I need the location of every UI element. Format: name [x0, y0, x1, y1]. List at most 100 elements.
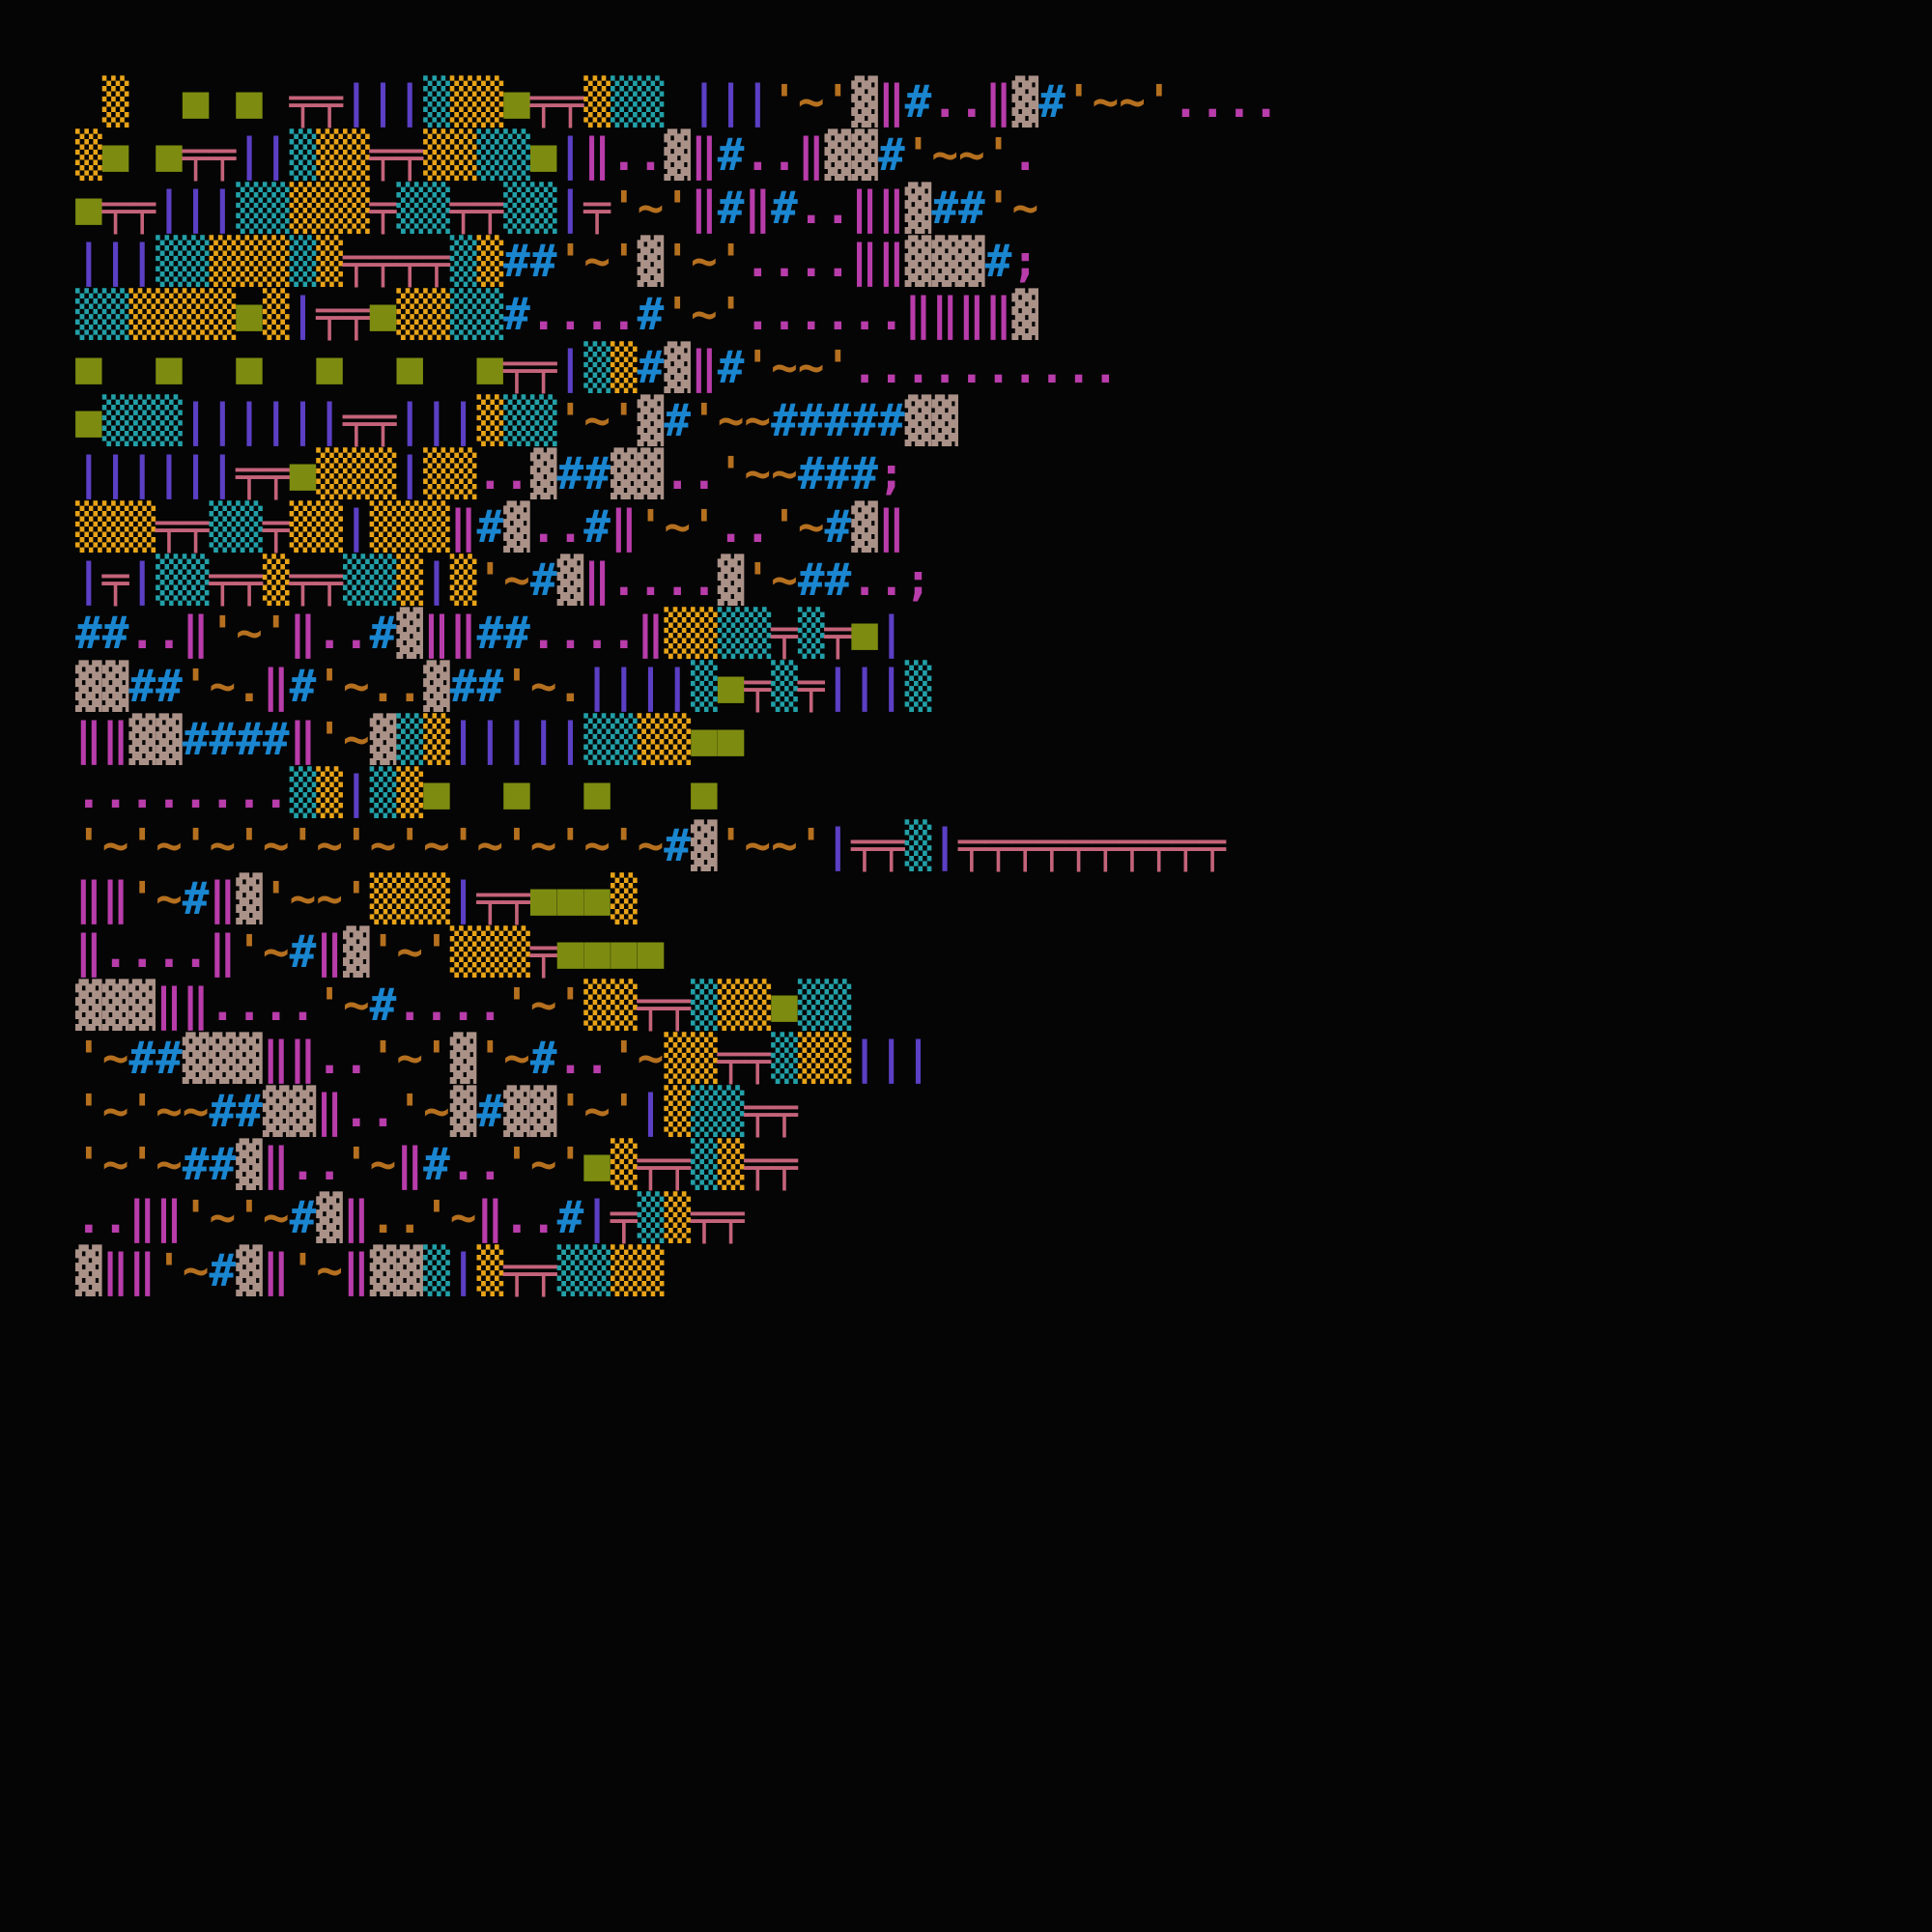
glyph-run-magenta: ....	[529, 288, 638, 340]
glyph-run-magenta: ‖	[75, 713, 102, 765]
glyph-run-brown: '~'~'~'~'~'~'~'~'~'~'~	[75, 819, 665, 871]
glyph-run-tan: ▓	[529, 1085, 557, 1137]
glyph-run-rose: ╤╤	[182, 128, 237, 181]
glyph-run-orange: ▒	[369, 872, 397, 924]
glyph-run-rose: ╤	[262, 500, 290, 553]
glyph-run-teal: ▒▒	[476, 128, 530, 181]
glyph-run-olive: ■	[529, 128, 557, 181]
glyph-run-blue: #	[209, 1244, 237, 1296]
glyph-run-tan: ▓	[449, 1085, 477, 1137]
glyph-run-magenta: ‖	[797, 128, 825, 181]
glyph-run-orange: ▒	[449, 554, 477, 606]
glyph-run-tan: ▓	[717, 554, 745, 606]
glyph-run-orange: ▒▒▒	[316, 447, 397, 499]
glyph-run-blue: #	[637, 288, 665, 340]
glyph-run-tan: ▓	[851, 500, 878, 553]
glyph-run-magenta: ..	[529, 500, 584, 553]
glyph-run-blue: #	[984, 235, 1012, 287]
glyph-run-purple: |	[637, 1085, 665, 1137]
glyph-run-blue: #	[529, 554, 557, 606]
glyph-run-purple: |	[824, 819, 852, 871]
glyph-run-brown: '~..	[316, 660, 424, 712]
glyph-run-brown: '~	[342, 1138, 397, 1190]
glyph-run-purple: ||||||	[182, 394, 343, 446]
glyph-run-tan: ▓	[236, 872, 263, 924]
glyph-run-tan: ▓▓▓	[182, 1032, 263, 1084]
glyph-run-brown: '~'	[503, 979, 584, 1031]
glyph-run-olive: ■	[75, 394, 102, 446]
glyph-run-teal: ▒▒	[717, 607, 772, 659]
glyph-run-blue: ##	[503, 235, 557, 287]
glyph-run-orange: ▒▒	[396, 872, 450, 924]
glyph-run-magenta: ‖	[262, 1138, 290, 1190]
ascii-art-row: ‖....‖'~#‖▓'~'▒▒▒╤■■■■	[75, 925, 1843, 979]
glyph-run-orange: ▒▒▒	[449, 925, 530, 978]
ascii-art-row: '~'~~##▓▓‖..'~▓#▓▓'~'|▒▒▒╤╤	[75, 1085, 1843, 1138]
glyph-run-blue: #	[529, 1032, 557, 1084]
ascii-art-row: '~'~'~'~'~'~'~'~'~'~'~#▓'~~'|╤╤▒|╤╤╤╤╤╤╤…	[75, 819, 1843, 872]
glyph-run-magenta: ....	[744, 235, 852, 287]
glyph-run-teal: ▒	[449, 235, 477, 287]
glyph-run-magenta: ‖	[423, 607, 450, 659]
glyph-run-rose: ╤	[610, 1191, 638, 1243]
glyph-run-purple: |	[449, 872, 477, 924]
glyph-run-magenta: ‖	[156, 979, 183, 1031]
glyph-run-rose: ╤	[583, 182, 611, 234]
glyph-run-rose: ╤╤	[156, 500, 210, 553]
glyph-run-tan: ▓	[316, 1191, 343, 1243]
glyph-run-magenta: ‖	[449, 500, 477, 553]
glyph-run-orange: ▒▒	[611, 1244, 665, 1296]
glyph-run-purple: |	[75, 554, 102, 606]
glyph-run-rose: ╤╤	[1011, 819, 1065, 871]
glyph-run-magenta: ‖	[449, 607, 477, 659]
glyph-run-rose: ╤╤	[717, 1032, 772, 1084]
glyph-run-olive: ■	[236, 288, 263, 340]
glyph-run-magenta: ‖	[851, 182, 878, 234]
glyph-run-tan: ▓	[1011, 75, 1039, 128]
glyph-run-olive: ■ ■	[182, 75, 263, 128]
glyph-run-brown: '~'	[637, 500, 718, 553]
glyph-run-olive: ■	[529, 872, 557, 924]
glyph-run-magenta: ‖	[691, 341, 718, 393]
glyph-run-orange: ▒	[664, 1191, 692, 1243]
glyph-run-tan: ▓▓	[904, 394, 959, 446]
glyph-run-blue: #	[289, 925, 317, 978]
glyph-run-brown: '~'~~	[75, 1085, 210, 1137]
ascii-art-row: ▒▒▒╤╤▒▒╤▒▒|▒▒▒‖#▓..#‖'~'..'~#▓‖	[75, 500, 1843, 554]
glyph-run-magenta: ;	[877, 447, 905, 499]
glyph-run-blue: ##	[128, 660, 183, 712]
glyph-run-rose: ╤╤	[529, 75, 584, 128]
glyph-run-purple: |	[449, 1244, 477, 1296]
glyph-run-tan: ▓	[369, 1244, 397, 1296]
glyph-run-tan: ▓	[503, 1085, 530, 1137]
glyph-run-orange: ▒▒	[423, 447, 477, 499]
glyph-run-blue: #	[556, 1191, 584, 1243]
glyph-run-teal: ▒	[289, 766, 317, 818]
glyph-run-magenta: ‖	[289, 607, 317, 659]
glyph-run-magenta: ‖	[583, 554, 611, 606]
glyph-run-olive: ■ ■	[101, 128, 183, 181]
glyph-run-teal: ▒▒	[610, 75, 665, 128]
glyph-run-blue: #	[182, 872, 210, 924]
glyph-run-magenta: ....	[396, 979, 504, 1031]
glyph-run-blue: #	[289, 1191, 317, 1243]
glyph-run-teal: ▒▒	[449, 288, 504, 340]
glyph-run-magenta: ‖	[262, 1244, 290, 1296]
glyph-run-rose: ╤╤	[289, 554, 343, 606]
glyph-run-tan: ▓	[904, 182, 932, 234]
glyph-run-blue: #	[824, 554, 852, 606]
glyph-run-teal: ▒▒	[236, 182, 290, 234]
glyph-run-magenta: ‖	[904, 288, 932, 340]
glyph-run-olive: ■	[75, 182, 102, 234]
glyph-run-blue: #	[771, 182, 798, 234]
glyph-run-olive: ■ ■ ■ ■	[423, 766, 718, 818]
glyph-run-orange: ▒	[75, 128, 102, 181]
glyph-run-blank	[75, 75, 102, 128]
glyph-run-rose: ╤╤	[503, 1244, 557, 1296]
glyph-run-teal: ▒	[637, 1191, 665, 1243]
glyph-run-teal: ▒▒	[209, 500, 263, 553]
glyph-run-magenta: ..	[556, 1032, 611, 1084]
glyph-run-blue: ###	[797, 447, 878, 499]
glyph-run-rose: ╤╤	[744, 1085, 798, 1137]
glyph-run-blue: #	[664, 819, 691, 871]
